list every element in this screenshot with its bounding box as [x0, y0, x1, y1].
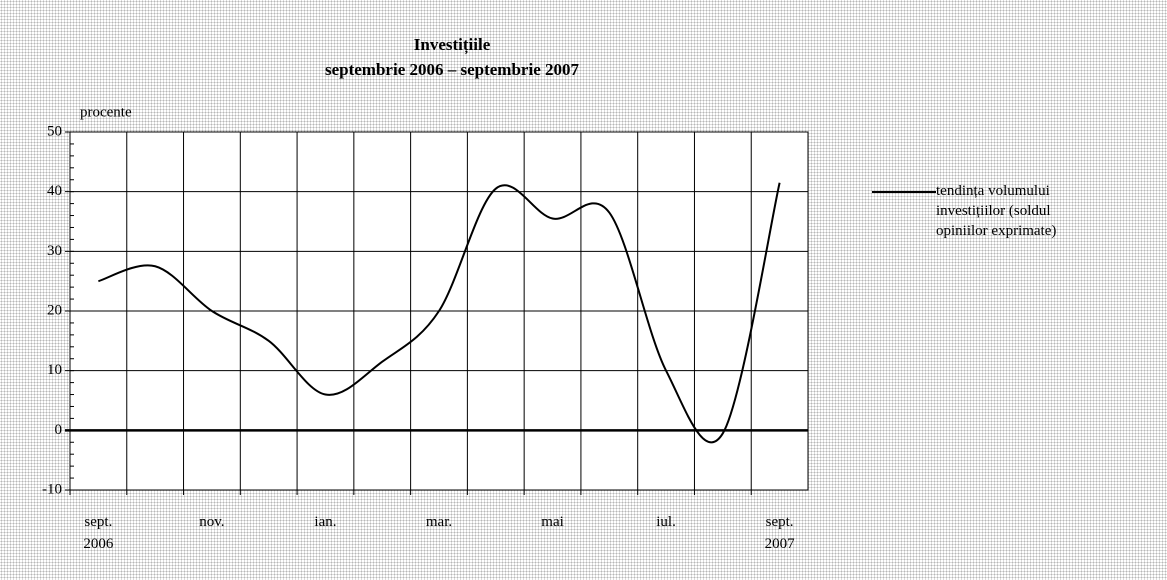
- x-tick-label: sept. 2007: [765, 514, 796, 552]
- y-tick-label: 30: [47, 243, 62, 259]
- x-tick-label: mar.: [426, 514, 452, 530]
- x-tick-label: nov.: [199, 514, 224, 530]
- y-tick-label: 50: [47, 123, 62, 139]
- chart-subtitle: septembrie 2006 – septembrie 2007: [325, 60, 580, 79]
- data-line: [98, 182, 781, 444]
- x-tick-label: ian.: [314, 514, 336, 530]
- x-tick-label: sept. 2006: [83, 514, 114, 552]
- legend-box: tendința volumului investițiilor (soldul…: [936, 183, 1057, 239]
- x-tick-label: iul.: [656, 514, 676, 530]
- y-axis-label: procente: [80, 104, 132, 120]
- y-tick-label: 40: [47, 183, 62, 199]
- legend-label: tendința volumului investițiilor (soldul…: [936, 183, 1057, 239]
- y-tick-label: -10: [42, 481, 62, 497]
- x-tick-label: mai: [541, 514, 564, 530]
- y-tick-label: 0: [55, 422, 63, 438]
- chart-title: Investițiile: [414, 35, 491, 55]
- y-tick-label: 20: [47, 302, 62, 318]
- y-tick-label: 10: [47, 362, 62, 378]
